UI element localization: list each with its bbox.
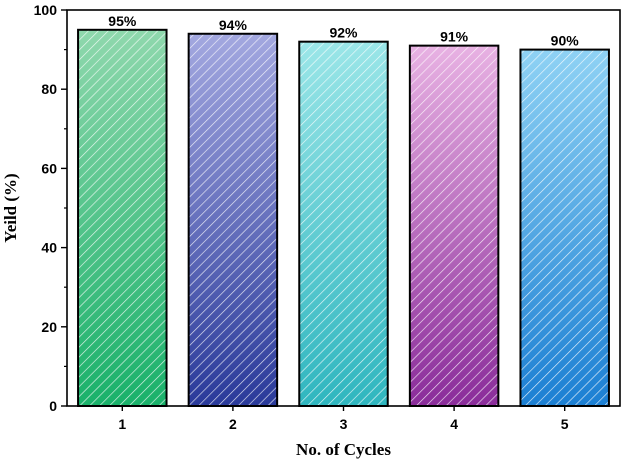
x-tick-label-5: 5	[561, 416, 569, 432]
y-tick-label-60: 60	[41, 160, 57, 176]
x-axis-title: No. of Cycles	[296, 440, 391, 459]
data-label-3: 92%	[329, 25, 358, 41]
data-label-1: 95%	[108, 13, 137, 29]
y-tick-label-20: 20	[41, 319, 57, 335]
bar-4	[408, 44, 500, 407]
x-axis: 1 2 3 4 5	[118, 406, 569, 432]
data-label-4: 91%	[440, 29, 469, 45]
data-label-5: 90%	[551, 33, 580, 49]
data-label-2: 94%	[219, 17, 248, 33]
x-tick-label-3: 3	[340, 416, 348, 432]
x-tick-label-4: 4	[450, 416, 458, 432]
y-tick-label-100: 100	[34, 2, 58, 18]
y-axis-title: Yeild (%)	[1, 173, 20, 242]
x-tick-label-2: 2	[229, 416, 237, 432]
y-tick-label-40: 40	[41, 240, 57, 256]
bar-5	[519, 48, 610, 407]
x-tick-label-1: 1	[118, 416, 126, 432]
y-tick-label-80: 80	[41, 81, 57, 97]
y-axis: 0 20 40 60 80 100	[34, 2, 67, 414]
bars-layer	[77, 28, 610, 408]
data-labels-layer: 95% 94% 92% 91% 90%	[108, 13, 579, 49]
y-tick-label-0: 0	[49, 398, 57, 414]
bar-2	[187, 32, 279, 407]
bar-1	[77, 28, 168, 408]
bar-3	[298, 40, 389, 408]
